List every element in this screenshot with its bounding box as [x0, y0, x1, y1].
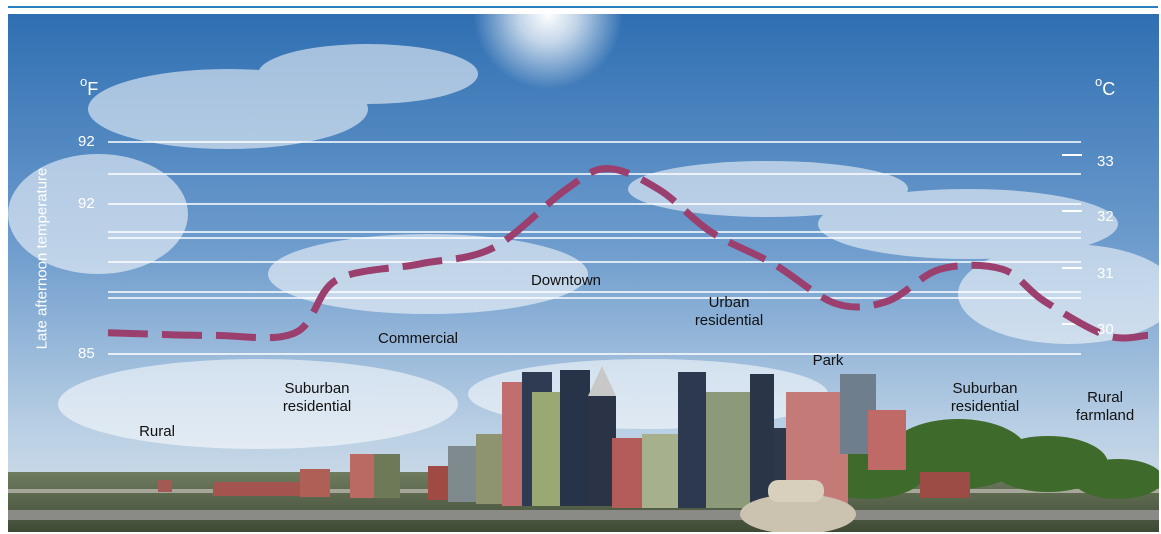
top-rule [8, 6, 1158, 8]
unit-fahrenheit-label: oF [80, 74, 99, 99]
left-tick-label: 92 [78, 133, 95, 150]
temperature-curve [107, 164, 1149, 342]
zone-label-park: Park [812, 352, 844, 369]
city-buildings [158, 366, 970, 508]
left-tick-label: 85 [78, 345, 95, 362]
grid-lines [108, 141, 1081, 355]
zone-label-rural: Rural [139, 423, 175, 440]
zone-label-suburban-residential-east: Suburban residential [950, 380, 1020, 415]
zone-label-downtown: Downtown [530, 272, 602, 289]
zone-label-rural-farmland: Rural farmland [1075, 389, 1135, 424]
right-tick-label: 33 [1097, 153, 1114, 170]
zone-label-suburban-residential: Suburban residential [282, 380, 352, 415]
y-axis-label: Late afternoon temperature [33, 167, 51, 350]
right-tick-label: 30 [1097, 321, 1114, 338]
left-tick-label: 92 [78, 195, 95, 212]
unit-celsius-label: oC [1095, 74, 1116, 99]
sun [473, 14, 623, 89]
zone-label-urban-residential: Urban residential [694, 294, 764, 329]
car [740, 480, 856, 532]
right-tick-label: 32 [1097, 208, 1114, 225]
urban-heat-island-chart [8, 14, 1159, 532]
right-tick-label: 31 [1097, 265, 1114, 282]
zone-label-commercial: Commercial [377, 330, 459, 347]
